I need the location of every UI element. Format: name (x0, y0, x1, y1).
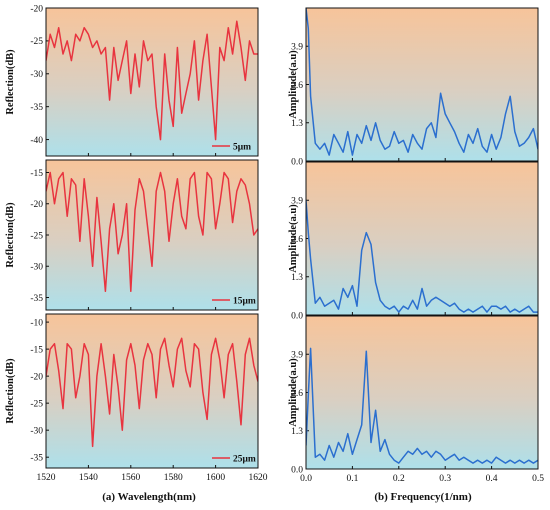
y-tick-label: -20 (30, 4, 43, 14)
left-top-y-axis-label: Reflection(dB) (5, 49, 16, 115)
left-top-background (46, 8, 258, 156)
right-bottom-series-line (306, 347, 538, 464)
left-x-axis-label: (a) Wavelength(nm) (102, 491, 196, 503)
y-tick-label: -20 (30, 200, 43, 210)
y-tick-label: -15 (30, 169, 43, 179)
x-tick-label: 1560 (121, 473, 140, 483)
right-top-y-axis-label: Amplitude(a.u) (288, 50, 299, 119)
left-bottom-series-line (46, 337, 258, 448)
y-tick-label: -25 (30, 231, 43, 241)
right-middle-series-line (306, 200, 538, 313)
y-tick-label: -10 (30, 318, 43, 328)
legend-label: 5μm (233, 142, 251, 152)
right-bottom-frame (305, 315, 539, 470)
left-middle-panel: -15 -20 -25 -30 -35 Reflection(dB) 15μm (5, 159, 259, 311)
y-tick-label: -40 (30, 136, 43, 146)
x-tick-label: 0.4 (486, 474, 498, 484)
y-tick-label: -30 (30, 426, 43, 436)
left-bottom-frame (45, 313, 259, 469)
y-tick-label: -30 (30, 263, 43, 273)
left-top-frame (45, 7, 259, 157)
left-bottom-background (46, 314, 258, 468)
x-tick-label: 0.2 (393, 474, 405, 484)
y-tick-label: -15 (30, 345, 43, 355)
left-top-series-line (46, 20, 258, 141)
right-top-frame (305, 7, 539, 162)
right-middle-background (306, 162, 538, 315)
right-bottom-panel: 0.0 1.3 2.6 3.9 0.0 0.1 0.2 0.3 0.4 0.5 Amplitude(… (288, 315, 544, 484)
right-top-series-line (306, 8, 538, 156)
y-tick-label: 0.0 (291, 465, 303, 475)
y-tick-label: -35 (30, 294, 43, 304)
right-middle-y-axis-label: Amplitude(a.u) (288, 204, 299, 273)
y-tick-label: 3.9 (291, 351, 303, 361)
right-middle-frame (305, 161, 539, 316)
legend-label: 25μm (233, 454, 256, 464)
x-tick-label: 1540 (79, 473, 98, 483)
y-tick-label: 2.6 (291, 81, 303, 91)
y-tick-label: 0.0 (291, 157, 303, 167)
y-tick-label: -25 (30, 37, 43, 47)
x-tick-label: 0.3 (439, 474, 451, 484)
y-tick-label: 0.0 (291, 311, 303, 321)
x-tick-label: 1600 (206, 473, 225, 483)
y-tick-label: 1.3 (291, 119, 303, 129)
y-tick-label: 1.3 (291, 427, 303, 437)
left-top-panel: -20 -25 -30 -35 -40 Reflection(dB) 5μm (5, 4, 259, 157)
y-tick-label: -25 (30, 399, 43, 409)
y-tick-label: -20 (30, 372, 43, 382)
right-bottom-y-axis-label: Amplitude(a.u) (288, 358, 299, 427)
left-middle-frame (45, 159, 259, 311)
left-bottom-y-axis-label: Reflection(dB) (5, 358, 16, 424)
right-x-axis-label: (b) Frequency(1/nm) (374, 491, 472, 503)
y-tick-label: 2.6 (291, 389, 303, 399)
left-middle-background (46, 160, 258, 310)
x-tick-label: 1580 (164, 473, 183, 483)
y-tick-label: -35 (30, 453, 43, 463)
x-tick-label: 1620 (249, 473, 268, 483)
left-middle-series-line (46, 171, 258, 293)
y-tick-label: 3.9 (291, 43, 303, 53)
x-tick-label: 0.0 (300, 474, 312, 484)
y-tick-label: 2.6 (291, 235, 303, 245)
left-middle-y-axis-label: Reflection(dB) (5, 202, 16, 268)
legend-label: 15μm (233, 296, 256, 306)
x-tick-label: 1520 (37, 473, 56, 483)
right-top-background (306, 8, 538, 161)
x-tick-label: 0.1 (346, 474, 358, 484)
y-tick-label: 1.3 (291, 273, 303, 283)
y-tick-label: 3.9 (291, 197, 303, 207)
x-tick-label: 0.5 (532, 474, 544, 484)
y-tick-label: -30 (30, 70, 43, 80)
left-bottom-panel: -10 -15 -20 -25 -30 -35 1520 1540 1560 1580 1600 16… (5, 313, 268, 483)
y-tick-label: -35 (30, 103, 43, 113)
